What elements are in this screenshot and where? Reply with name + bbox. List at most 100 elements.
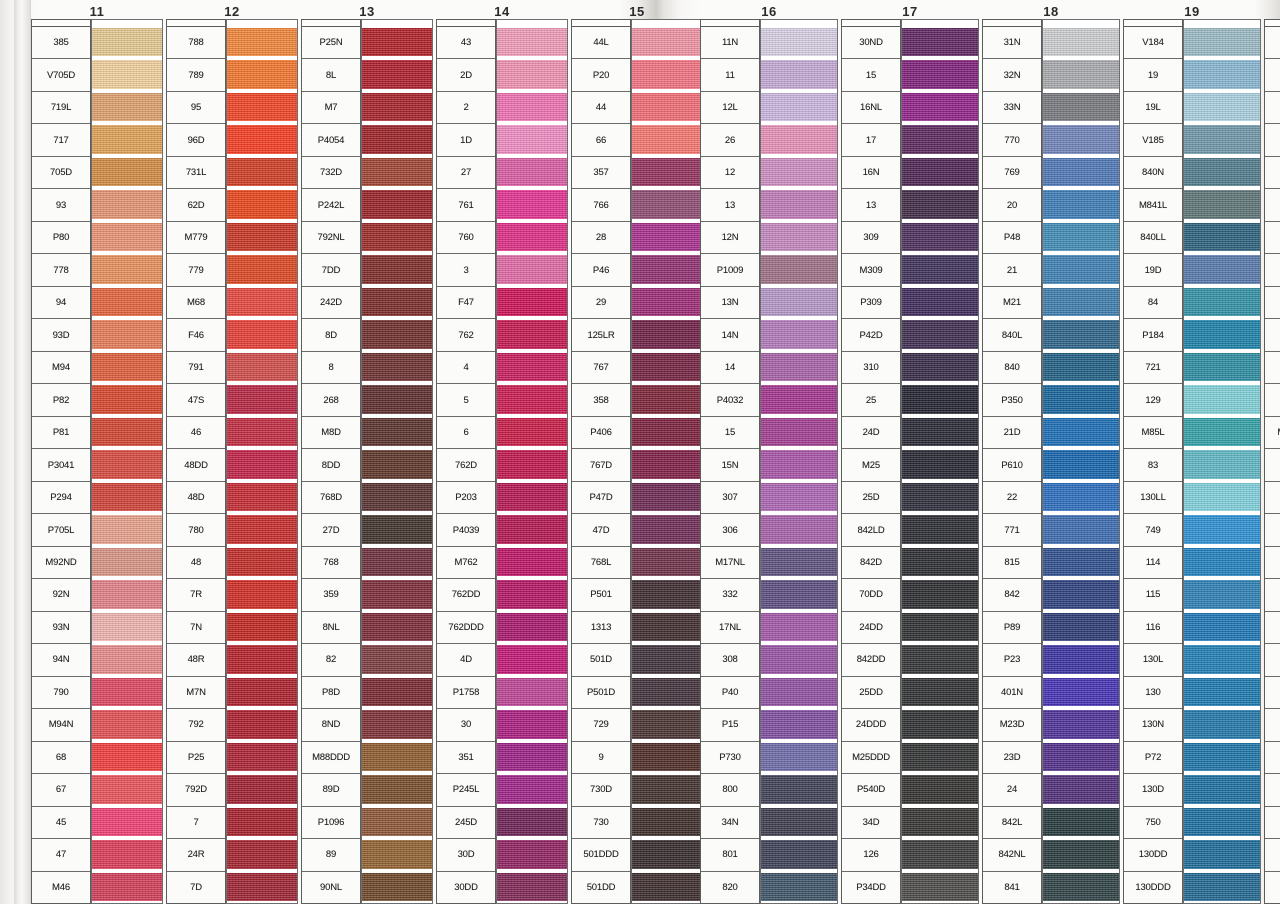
thread-code-cell[interactable]: P203	[437, 481, 495, 515]
thread-swatch-cell[interactable]	[227, 285, 297, 319]
thread-swatch-cell[interactable]	[1184, 58, 1260, 91]
thread-code-cell[interactable]: 790	[32, 676, 90, 710]
thread-code-cell[interactable]: 4D	[437, 644, 495, 677]
thread-swatch-cell[interactable]	[761, 350, 837, 384]
thread-swatch-cell[interactable]	[92, 740, 162, 774]
thread-swatch-cell[interactable]	[362, 26, 432, 59]
thread-code-cell[interactable]: 761	[437, 189, 495, 222]
thread-swatch-cell[interactable]	[1184, 578, 1260, 611]
thread-swatch-cell[interactable]	[1184, 90, 1260, 124]
thread-swatch-cell[interactable]	[362, 383, 432, 416]
thread-code-cell[interactable]: 15N	[701, 449, 759, 482]
thread-code-cell[interactable]: 762	[437, 319, 495, 352]
thread-code-cell[interactable]: P72	[1124, 741, 1182, 775]
thread-swatch-cell[interactable]	[902, 480, 978, 514]
thread-code-cell[interactable]: 126	[842, 839, 900, 872]
thread-code-cell[interactable]: P3041	[32, 449, 90, 482]
thread-code-cell[interactable]: 13N	[701, 286, 759, 320]
thread-swatch-cell[interactable]	[497, 708, 567, 741]
thread-swatch-cell[interactable]	[1184, 610, 1260, 644]
thread-code-cell[interactable]: 820	[701, 871, 759, 903]
thread-swatch-cell[interactable]	[761, 708, 837, 741]
thread-code-cell[interactable]: M8D	[302, 416, 360, 450]
thread-swatch-cell[interactable]	[902, 740, 978, 774]
thread-code-cell[interactable]: 8ND	[302, 709, 360, 742]
thread-code-cell[interactable]: 3	[437, 254, 495, 287]
thread-code-cell[interactable]: 25DD	[842, 676, 900, 710]
thread-code-cell[interactable]: 21D	[983, 416, 1041, 450]
thread-swatch-cell[interactable]	[92, 220, 162, 254]
thread-swatch-cell[interactable]	[227, 805, 297, 839]
thread-code-cell[interactable]: 130D	[1124, 774, 1182, 807]
thread-code-cell[interactable]: 8NL	[302, 611, 360, 645]
thread-swatch-cell[interactable]	[92, 480, 162, 514]
thread-code-cell[interactable]: P89	[983, 611, 1041, 645]
thread-code-cell[interactable]: 14	[701, 351, 759, 385]
thread-swatch-cell[interactable]	[761, 285, 837, 319]
thread-swatch-cell[interactable]	[362, 220, 432, 254]
thread-swatch-cell[interactable]	[92, 870, 162, 903]
thread-code-cell[interactable]: 840N	[1124, 156, 1182, 190]
thread-code-cell[interactable]: P501D	[572, 676, 630, 710]
thread-swatch-cell[interactable]	[362, 58, 432, 91]
thread-code-cell[interactable]: P186	[1265, 579, 1280, 612]
thread-code-cell[interactable]: P130	[1265, 644, 1280, 677]
thread-code-cell[interactable]: 307	[701, 481, 759, 515]
thread-swatch-cell[interactable]	[497, 610, 567, 644]
thread-code-cell[interactable]: 24DD	[842, 611, 900, 645]
thread-code-cell[interactable]: 7N	[167, 611, 225, 645]
thread-swatch-cell[interactable]	[1184, 285, 1260, 319]
thread-code-cell[interactable]: M779	[167, 221, 225, 255]
thread-code-cell[interactable]: 82	[302, 644, 360, 677]
thread-code-cell[interactable]: 48DD	[167, 449, 225, 482]
thread-swatch-cell[interactable]	[761, 805, 837, 839]
thread-code-cell[interactable]: M7	[302, 91, 360, 125]
thread-code-cell[interactable]: 732D	[302, 156, 360, 190]
thread-code-cell[interactable]: P245L	[437, 774, 495, 807]
thread-code-cell[interactable]: 8D	[302, 319, 360, 352]
thread-swatch-cell[interactable]	[632, 708, 702, 741]
thread-code-cell[interactable]: P40	[701, 676, 759, 710]
thread-swatch-cell[interactable]	[761, 740, 837, 774]
thread-swatch-cell[interactable]	[902, 448, 978, 481]
thread-code-cell[interactable]: 842DD	[842, 644, 900, 677]
thread-swatch-cell[interactable]	[92, 415, 162, 449]
thread-swatch-cell[interactable]	[92, 448, 162, 481]
thread-swatch-cell[interactable]	[497, 58, 567, 91]
thread-code-cell[interactable]: 30DD	[437, 871, 495, 903]
thread-code-cell[interactable]: 130DD	[1124, 839, 1182, 872]
thread-code-cell[interactable]: 309	[842, 221, 900, 255]
thread-code-cell[interactable]: V185	[1124, 124, 1182, 157]
thread-code-cell[interactable]: 815	[983, 546, 1041, 580]
thread-swatch-cell[interactable]	[227, 188, 297, 221]
thread-swatch-cell[interactable]	[902, 253, 978, 286]
thread-code-cell[interactable]: M841L	[1124, 189, 1182, 222]
thread-swatch-cell[interactable]	[92, 123, 162, 156]
thread-code-cell[interactable]: 93N	[32, 611, 90, 645]
thread-swatch-cell[interactable]	[227, 643, 297, 676]
thread-code-cell[interactable]: P804	[1265, 384, 1280, 417]
thread-code-cell[interactable]: P42D	[842, 319, 900, 352]
thread-code-cell[interactable]: 24	[983, 774, 1041, 807]
thread-code-cell[interactable]: V184	[1124, 27, 1182, 60]
thread-code-cell[interactable]: 4	[437, 351, 495, 385]
thread-swatch-cell[interactable]	[761, 675, 837, 709]
thread-code-cell[interactable]: 9	[572, 741, 630, 775]
thread-swatch-cell[interactable]	[632, 513, 702, 546]
thread-code-cell[interactable]: 332	[701, 579, 759, 612]
thread-swatch-cell[interactable]	[632, 740, 702, 774]
thread-swatch-cell[interactable]	[227, 383, 297, 416]
thread-code-cell[interactable]: P610	[983, 449, 1041, 482]
thread-code-cell[interactable]: P25N	[302, 27, 360, 60]
thread-code-cell[interactable]: 30ND	[842, 27, 900, 60]
thread-code-cell[interactable]: 27	[437, 156, 495, 190]
thread-swatch-cell[interactable]	[902, 643, 978, 676]
thread-code-cell[interactable]: 45	[32, 806, 90, 840]
thread-code-cell[interactable]: 84	[1124, 286, 1182, 320]
thread-code-cell[interactable]: 750	[1124, 806, 1182, 840]
thread-swatch-cell[interactable]	[632, 253, 702, 286]
thread-swatch-cell[interactable]	[92, 90, 162, 124]
thread-swatch-cell[interactable]	[497, 253, 567, 286]
thread-swatch-cell[interactable]	[761, 448, 837, 481]
thread-swatch-cell[interactable]	[761, 415, 837, 449]
